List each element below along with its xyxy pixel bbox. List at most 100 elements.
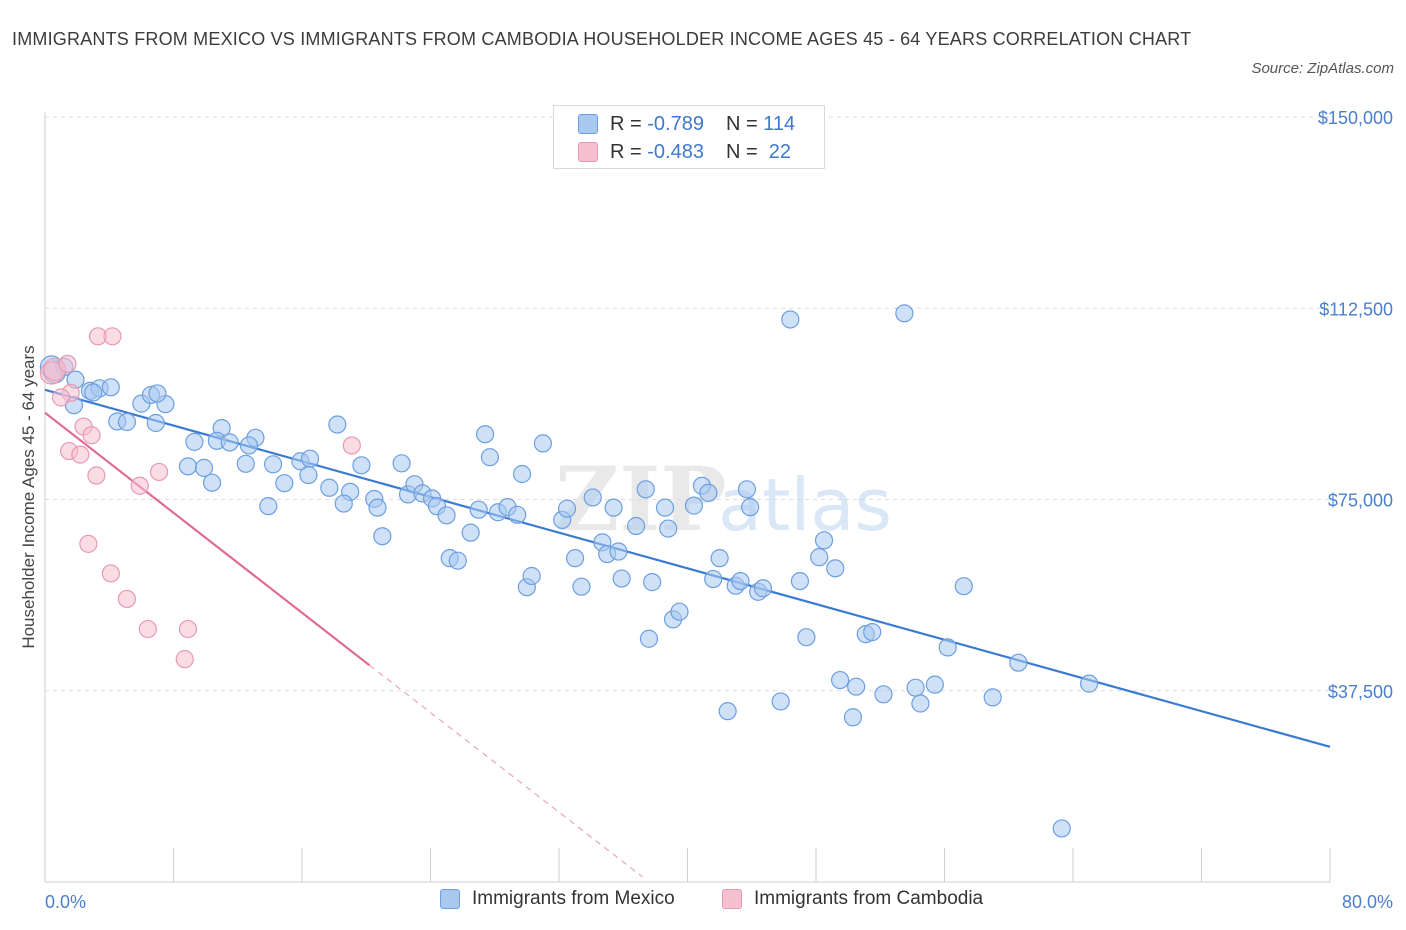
legend-r-value: -0.789 — [647, 112, 704, 135]
cambodia-point — [58, 354, 77, 373]
mexico-point — [583, 488, 602, 507]
mexico-point — [572, 577, 591, 596]
source-label: Source: ZipAtlas.com — [1251, 60, 1394, 77]
mexico-point — [643, 573, 662, 592]
mexico-point — [753, 579, 773, 598]
series-swatch-cambodia — [722, 889, 742, 909]
grid-lines — [45, 116, 1330, 692]
mexico-point — [239, 436, 259, 455]
y-tick-label: $150,000 — [1318, 108, 1393, 128]
mexico-point — [718, 702, 737, 721]
trend-extension-cambodia — [369, 664, 643, 878]
mexico-point — [938, 638, 957, 657]
mexico-point — [684, 496, 704, 515]
mexico-point — [368, 498, 387, 517]
y-tick-label: $37,500 — [1328, 682, 1393, 702]
mexico-point — [983, 688, 1002, 707]
mexico-point — [1052, 819, 1071, 838]
mexico-point — [202, 473, 222, 492]
cambodia-point — [149, 462, 169, 482]
mexico-point — [847, 677, 866, 696]
mexico-point — [352, 456, 371, 475]
mexico-point — [1009, 653, 1028, 672]
mexico-point — [604, 498, 623, 517]
watermark-zip: ZIP — [555, 447, 727, 551]
trend-lines — [44, 388, 1331, 878]
trend-line-cambodia — [44, 411, 371, 667]
mexico-point — [300, 449, 320, 468]
mexico-point — [609, 542, 628, 561]
mexico-point — [373, 527, 392, 546]
series-legend-label: Immigrants from Cambodia — [754, 888, 984, 909]
series-legend-mexico[interactable]: Immigrants from Mexico — [440, 888, 675, 910]
mexico-point — [906, 678, 925, 697]
cambodia-point — [51, 388, 71, 407]
mexico-point — [437, 506, 456, 525]
series-legend-label: Immigrants from Mexico — [472, 888, 675, 909]
mexico-point — [874, 685, 893, 704]
mexico-point — [392, 454, 411, 473]
mexico-point — [810, 548, 829, 567]
mexico-point — [863, 622, 882, 642]
mexico-point — [275, 474, 294, 493]
series-swatch-mexico — [440, 889, 460, 909]
mexico-point — [448, 551, 467, 570]
series-legend-cambodia[interactable]: Immigrants from Cambodia — [722, 888, 983, 910]
mexico-point — [911, 694, 930, 713]
legend-r-label: R = — [610, 140, 648, 163]
mexico-point — [830, 670, 850, 690]
cambodia-point — [101, 564, 120, 583]
y-tick-label: $112,500 — [1319, 299, 1393, 319]
chart-title: IMMIGRANTS FROM MEXICO VS IMMIGRANTS FRO… — [12, 29, 1192, 49]
series-legend: Immigrants from Mexico Immigrants from C… — [0, 888, 1406, 916]
mexico-point — [334, 494, 353, 513]
mexico-point — [843, 708, 863, 727]
mexico-point — [814, 531, 834, 550]
mexico-point — [626, 516, 646, 536]
mexico-point — [522, 566, 541, 586]
cambodia-point — [138, 619, 157, 639]
y-tick-label: $75,000 — [1328, 491, 1393, 511]
mexico-point — [185, 432, 204, 451]
mexico-point — [461, 523, 480, 542]
legend-n-value: 22 — [763, 140, 792, 163]
legend-swatch-mexico — [578, 114, 598, 134]
mexico-point — [731, 571, 750, 591]
mexico-point — [1079, 674, 1099, 693]
mexico-point — [741, 498, 760, 517]
mexico-point — [565, 549, 585, 568]
y-axis-label: Householder Income Ages 45 - 64 years — [19, 345, 38, 648]
trend-line-mexico — [44, 388, 1331, 748]
mexico-point — [299, 465, 318, 485]
legend-n-value: 114 — [763, 112, 796, 135]
tick-labels: $37,500 $75,000 $112,500 $150,000 0.0% 80.0% — [45, 108, 1393, 912]
mexico-point — [533, 434, 553, 453]
cambodia-point — [117, 589, 137, 609]
mexico-point — [263, 455, 283, 474]
mexico-point — [771, 692, 790, 711]
x-tick-label: 80.0% — [1342, 892, 1393, 912]
mexico-point — [259, 497, 278, 516]
legend-row-mexico: R = -0.789 N = 114 — [578, 111, 795, 137]
mexico-point — [659, 519, 678, 538]
mexico-point — [557, 499, 577, 518]
mexico-point — [639, 629, 659, 648]
cambodia-point — [103, 327, 122, 346]
mexico-point — [925, 675, 944, 694]
mexico-point — [220, 433, 239, 452]
cambodia-point — [130, 476, 149, 495]
cambodia-point — [71, 445, 90, 464]
mexico-point — [670, 602, 689, 621]
legend-row-cambodia: R = -0.483 N = 22 — [578, 139, 791, 165]
legend-r-label: R = — [610, 112, 648, 135]
mexico-point — [826, 559, 845, 578]
mexico-point — [476, 425, 495, 444]
mexico-point — [699, 483, 718, 502]
mexico-point — [146, 413, 165, 433]
mexico-point — [710, 549, 729, 568]
mexico-point — [178, 457, 198, 476]
cambodia-point — [82, 426, 101, 445]
x-tick-label: 0.0% — [45, 892, 86, 912]
mexico-point — [790, 571, 810, 591]
